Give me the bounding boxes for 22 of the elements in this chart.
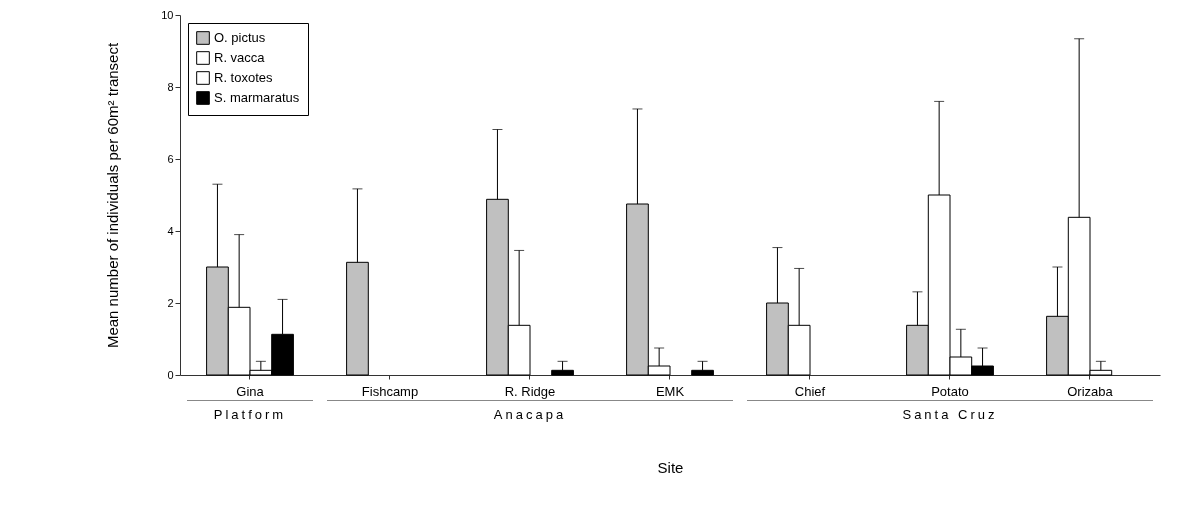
y-tick-label: 6: [167, 152, 174, 165]
x-tick-label: Chief: [794, 383, 826, 399]
x-tick-label: Orizaba: [1067, 383, 1114, 399]
x-tick-label: Potato: [931, 383, 969, 399]
y-tick-label: 4: [167, 224, 174, 237]
text: Anacapa: [327, 400, 733, 422]
text: Santa Cruz: [747, 400, 1153, 422]
legend-label: R. toxotes: [214, 70, 274, 85]
y-tick-label: 2: [167, 296, 174, 309]
text: Platform: [187, 400, 313, 422]
legend-label: S. marmaratus: [214, 90, 300, 105]
legend-label: R. vacca: [214, 50, 266, 65]
y-tick-label: 10: [161, 8, 174, 21]
x-axis-title: Site: [657, 458, 684, 476]
y-tick-label: 0: [167, 368, 174, 381]
legend-label: O. pictus: [214, 30, 266, 45]
x-tick-label: Fishcamp: [361, 383, 419, 399]
x-tick-label: Gina: [236, 383, 265, 399]
x-tick-label: R. Ridge: [504, 383, 556, 399]
y-axis-title: Mean number of individuals per 60m² transect: [104, 42, 122, 349]
y-tick-label: 8: [167, 80, 174, 93]
x-tick-label: EMK: [655, 383, 685, 399]
